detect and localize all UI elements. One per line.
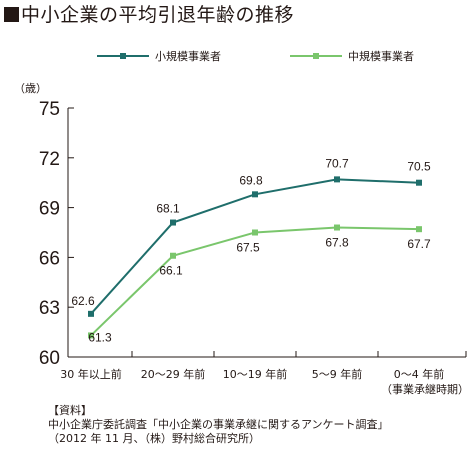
x-tick-label-4: 0〜4 年前 — [394, 367, 445, 381]
legend-label-1: 中規模事業者 — [348, 49, 414, 63]
x-tick-label-1: 20〜29 年前 — [141, 367, 206, 381]
series-0-data-label-0: 62.6 — [71, 294, 95, 308]
source-line-1: 中小企業庁委託調査「中小企業の事業承継に関するアンケート調査」 — [48, 418, 389, 431]
series-0-data-label-4: 70.5 — [407, 160, 431, 174]
series-1-data-label-2: 67.5 — [236, 241, 260, 255]
title-square-icon — [4, 7, 19, 22]
series-0-data-label-1: 68.1 — [156, 202, 180, 216]
x-axis-note: （事業承継時期） — [381, 382, 469, 396]
legend-marker-1 — [313, 53, 319, 59]
series-1-point-1 — [170, 252, 176, 259]
series-0-data-label-2: 69.8 — [239, 173, 263, 187]
series-1-data-label-1: 66.1 — [159, 264, 183, 278]
y-tick-label-69: 69 — [39, 199, 60, 220]
series-0-point-2 — [252, 191, 258, 198]
series-1-point-0 — [88, 332, 94, 339]
y-tick-label-72: 72 — [39, 149, 60, 170]
series-1-point-3 — [334, 224, 340, 231]
series-0-point-0 — [88, 310, 94, 317]
series-0-point-4 — [416, 179, 422, 186]
chart-title-text: 中小企業の平均引退年齢の推移 — [21, 4, 295, 26]
y-tick-label-75: 75 — [39, 99, 60, 120]
source-line-2: （2012 年 11 月、（株）野村総合研究所） — [48, 432, 260, 445]
series-1-data-label-4: 67.7 — [407, 237, 431, 251]
series-0-point-1 — [170, 219, 176, 226]
chart-title: 中小企業の平均引退年齢の推移 — [4, 3, 294, 27]
legend-marker-0 — [120, 53, 126, 59]
series-1-data-label-0: 61.3 — [88, 330, 112, 344]
y-tick-label-63: 63 — [39, 298, 60, 319]
x-tick-label-2: 10〜19 年前 — [223, 367, 288, 381]
y-tick-label-60: 60 — [39, 348, 60, 369]
series-group: 62.6 68.1 69.8 70.7 70.5 61.3 66.1 67.5 67.8 67.7 — [71, 156, 431, 344]
y-tick-label-66: 66 — [39, 248, 60, 269]
y-axis: 60 63 66 69 72 75 — [39, 99, 74, 369]
series-0-data-label-3: 70.7 — [325, 156, 349, 170]
x-axis: 30 年以上前 20〜29 年前 10〜19 年前 5〜9 年前 0〜4 年前（事業承継… — [60, 351, 469, 396]
source-label: 【資料】 — [48, 404, 92, 417]
series-0-point-3 — [334, 176, 340, 183]
series-1-data-label-3: 67.8 — [325, 236, 349, 250]
x-tick-label-3: 5〜9 年前 — [312, 367, 363, 381]
y-axis-label: （歳） — [14, 82, 47, 95]
legend-label-0: 小規模事業者 — [155, 49, 221, 63]
series-1-point-2 — [252, 229, 258, 236]
legend: 小規模事業者 中規模事業者 — [97, 49, 414, 63]
series-1-point-4 — [416, 226, 422, 233]
source-note: 【資料】 中小企業庁委託調査「中小企業の事業承継に関するアンケート調査」 （20… — [48, 404, 389, 446]
x-tick-label-0: 30 年以上前 — [60, 367, 122, 381]
